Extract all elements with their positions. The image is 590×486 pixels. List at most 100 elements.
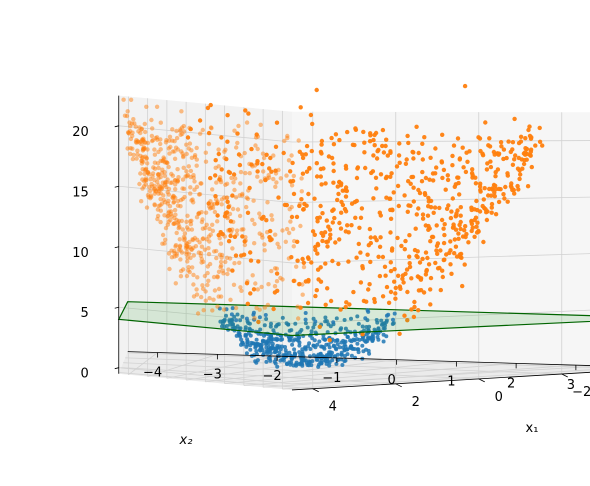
outside-point xyxy=(458,213,463,218)
outside-point xyxy=(248,250,253,255)
outside-point xyxy=(199,244,205,249)
outside-point xyxy=(345,223,350,228)
outside-point xyxy=(505,171,510,176)
outside-point xyxy=(231,172,237,177)
outside-point xyxy=(457,192,462,197)
outside-point xyxy=(380,143,385,149)
outside-point xyxy=(130,156,136,162)
outside-point xyxy=(447,250,452,256)
outside-point xyxy=(244,120,250,125)
outside-point xyxy=(166,198,171,204)
outside-point xyxy=(184,219,189,224)
outside-point xyxy=(319,151,324,156)
outside-point xyxy=(371,196,376,201)
inside-point xyxy=(287,328,292,333)
inside-point xyxy=(303,311,308,315)
outside-point xyxy=(343,166,349,171)
inside-point xyxy=(367,351,372,356)
outside-point xyxy=(286,230,292,236)
inside-point xyxy=(258,327,263,332)
outside-point xyxy=(517,176,522,182)
outside-point xyxy=(171,193,176,199)
inside-point xyxy=(239,337,244,342)
outside-point xyxy=(419,179,425,184)
outside-point xyxy=(484,217,490,223)
outside-point xyxy=(179,109,184,114)
outside-point xyxy=(130,133,135,139)
outside-point xyxy=(167,204,173,209)
outside-point xyxy=(264,218,269,223)
inside-point xyxy=(251,310,256,315)
outside-point xyxy=(528,136,534,141)
outside-point xyxy=(333,132,339,137)
inside-point xyxy=(367,324,372,329)
outside-point xyxy=(331,161,336,166)
outside-point xyxy=(440,274,445,280)
outside-point xyxy=(134,156,139,161)
outside-point xyxy=(393,285,398,291)
outside-point xyxy=(296,316,301,321)
outside-point xyxy=(213,173,218,178)
outside-point xyxy=(221,271,226,276)
inside-point xyxy=(384,318,389,323)
outside-point xyxy=(318,203,323,209)
outside-point xyxy=(166,210,171,215)
outside-point xyxy=(204,222,209,227)
outside-point xyxy=(388,230,393,235)
outside-point xyxy=(215,274,220,279)
outside-point xyxy=(428,275,434,281)
outside-point xyxy=(327,337,332,343)
outside-point xyxy=(434,165,439,170)
outside-point xyxy=(473,181,479,186)
outside-point xyxy=(133,124,138,129)
outside-point xyxy=(143,166,149,171)
outside-point xyxy=(231,180,236,185)
outside-point xyxy=(358,250,363,255)
outside-point xyxy=(142,121,147,127)
outside-point xyxy=(145,161,150,166)
outside-point xyxy=(167,134,173,139)
outside-point xyxy=(358,280,364,285)
outside-point xyxy=(435,251,440,256)
outside-point xyxy=(327,236,333,241)
outside-point xyxy=(225,271,230,277)
outside-point xyxy=(250,273,255,278)
outside-point xyxy=(259,284,264,290)
outside-point xyxy=(496,151,502,156)
inside-point xyxy=(348,345,353,350)
outside-point xyxy=(244,204,249,210)
outside-point xyxy=(262,305,267,310)
outside-point xyxy=(388,149,393,154)
outside-point xyxy=(242,242,248,248)
outside-point xyxy=(393,291,398,296)
outside-point xyxy=(332,215,337,221)
inside-point xyxy=(349,353,354,358)
outside-point xyxy=(188,255,193,261)
inside-point xyxy=(237,333,242,338)
outside-point xyxy=(269,213,274,218)
outside-point xyxy=(287,207,292,212)
outside-point xyxy=(188,185,193,190)
outside-point xyxy=(175,167,180,172)
outside-point xyxy=(508,149,513,155)
outside-point xyxy=(172,149,177,154)
outside-point xyxy=(401,280,406,285)
outside-point xyxy=(464,150,469,155)
outside-point xyxy=(206,130,212,136)
outside-point xyxy=(426,262,432,267)
outside-point xyxy=(316,277,321,282)
inside-point xyxy=(313,319,318,324)
outside-point xyxy=(198,131,203,136)
outside-point xyxy=(139,126,144,131)
z-tick-label: 20 xyxy=(72,125,89,140)
outside-point xyxy=(159,170,165,176)
outside-point xyxy=(405,133,410,139)
outside-point xyxy=(205,282,210,288)
outside-point xyxy=(462,228,467,233)
inside-point xyxy=(275,364,280,369)
outside-point xyxy=(312,196,317,201)
outside-point xyxy=(440,175,445,181)
outside-point xyxy=(506,139,511,144)
inside-point xyxy=(287,350,292,355)
